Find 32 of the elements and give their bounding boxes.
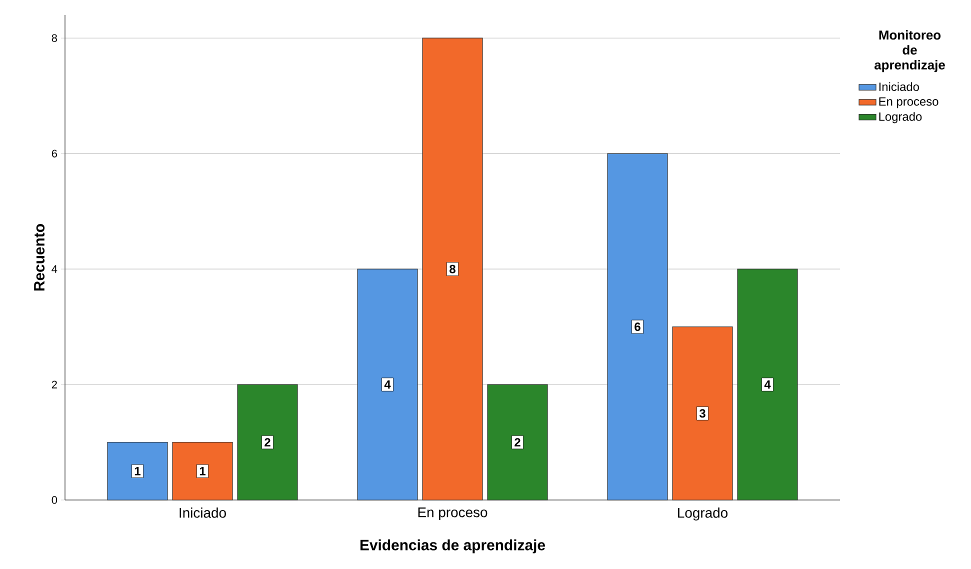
y-tick-label: 8 [52,34,57,42]
y-axis-title: Recuento [34,224,45,291]
bar [737,268,798,500]
x-tick-label: En proceso [418,508,488,520]
bar [172,442,233,500]
x-axis-title: Evidencias de aprendizaje [360,539,546,554]
data-label: 8 [450,264,456,274]
y-tick-label: 2 [52,380,57,388]
bar [237,384,298,500]
legend-label: En proceso [879,97,938,108]
data-label: 1 [200,467,206,476]
y-tick-label: 0 [52,496,58,504]
y-tick-label: 6 [52,150,57,158]
data-label: 6 [634,322,640,332]
legend-title: Monitoreo de aprendizaje [874,30,945,72]
legend-label: Iniciado [879,82,919,92]
data-label: 4 [384,380,391,389]
data-label: 1 [134,467,140,476]
bar [422,38,483,500]
bar [672,326,733,500]
bar [107,442,168,500]
bar [607,153,668,500]
data-label: 2 [514,438,520,446]
legend-label: Logrado [879,112,922,124]
data-label: 2 [264,438,270,446]
data-label: 4 [764,380,771,389]
bar [357,268,418,500]
data-label: 3 [699,409,706,418]
bar [487,384,548,500]
x-tick-label: Logrado [678,508,728,521]
y-tick-label: 4 [52,265,58,273]
x-tick-label: Iniciado [180,508,226,518]
